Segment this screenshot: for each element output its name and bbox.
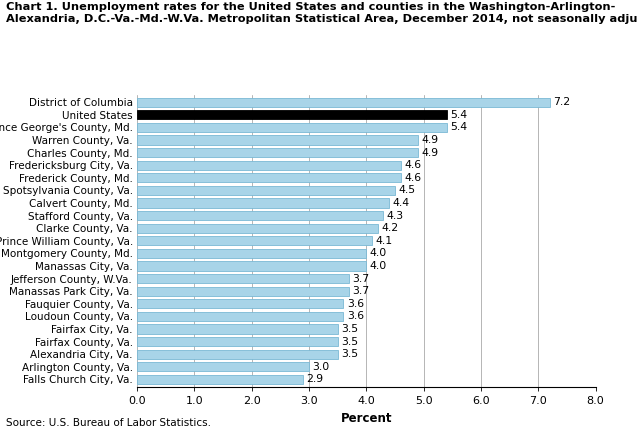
Text: 4.5: 4.5 [398, 185, 415, 195]
Bar [137, 148, 418, 157]
Text: 4.6: 4.6 [404, 173, 421, 183]
Text: 4.6: 4.6 [404, 160, 421, 170]
Bar [137, 350, 338, 359]
Text: 3.0: 3.0 [312, 362, 329, 372]
Bar [137, 173, 401, 182]
Bar [137, 375, 303, 384]
Text: 3.6: 3.6 [347, 299, 364, 309]
Text: 4.9: 4.9 [421, 147, 438, 157]
Text: 4.9: 4.9 [421, 135, 438, 145]
Bar [137, 362, 309, 372]
Bar [137, 199, 389, 208]
Bar [137, 312, 343, 321]
Text: 4.0: 4.0 [369, 261, 387, 271]
Text: 5.4: 5.4 [450, 110, 467, 120]
X-axis label: Percent: Percent [341, 412, 392, 424]
Bar [137, 299, 343, 308]
Bar [137, 274, 349, 283]
Text: 4.4: 4.4 [392, 198, 410, 208]
Text: 4.1: 4.1 [375, 236, 392, 246]
Bar [137, 236, 372, 246]
Text: 3.5: 3.5 [341, 324, 358, 334]
Text: 3.5: 3.5 [341, 349, 358, 359]
Bar [137, 337, 338, 346]
Bar [137, 98, 550, 107]
Bar [137, 325, 338, 334]
Bar [137, 161, 401, 170]
Bar [137, 287, 349, 296]
Bar [137, 261, 366, 270]
Bar [137, 123, 447, 132]
Text: Chart 1. Unemployment rates for the United States and counties in the Washington: Chart 1. Unemployment rates for the Unit… [6, 2, 637, 24]
Text: 2.9: 2.9 [306, 375, 324, 384]
Text: 4.0: 4.0 [369, 249, 387, 258]
Bar [137, 249, 366, 258]
Bar [137, 135, 418, 144]
Text: 4.3: 4.3 [387, 211, 404, 221]
Text: 3.7: 3.7 [352, 273, 369, 284]
Bar [137, 211, 383, 220]
Bar [137, 224, 378, 233]
Text: 4.2: 4.2 [381, 223, 398, 233]
Text: 5.4: 5.4 [450, 123, 467, 132]
Text: Source: U.S. Bureau of Labor Statistics.: Source: U.S. Bureau of Labor Statistics. [6, 418, 211, 428]
Text: 3.6: 3.6 [347, 311, 364, 321]
Text: 3.5: 3.5 [341, 337, 358, 347]
Bar [137, 186, 395, 195]
Bar [137, 110, 447, 119]
Text: 3.7: 3.7 [352, 286, 369, 296]
Text: 7.2: 7.2 [553, 97, 570, 107]
